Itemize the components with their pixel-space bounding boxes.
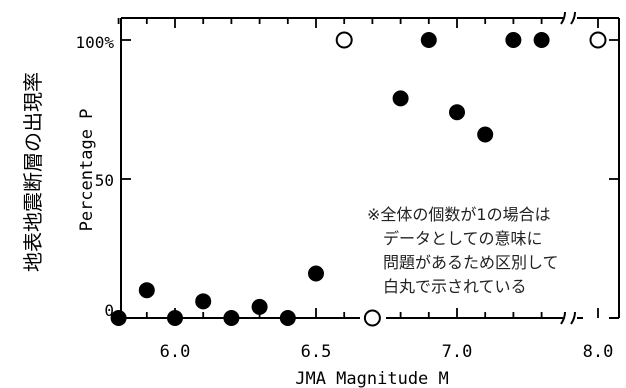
data-points — [110, 31, 607, 327]
filled-point-6 — [279, 310, 296, 326]
x-tick-label-7-0: 7.0 — [442, 342, 473, 362]
filled-point-13 — [533, 32, 550, 48]
axis-break-top — [560, 11, 576, 25]
y-tick-label-0: 0 — [104, 301, 114, 320]
x-tick-label-8-0: 8.0 — [583, 342, 614, 362]
open-point-2 — [589, 31, 607, 49]
x-tick-label-6-0: 6.0 — [160, 342, 191, 362]
y-axis-title: Percentage P — [77, 109, 97, 232]
filled-point-8 — [392, 90, 409, 107]
open-point-1 — [363, 309, 381, 327]
note-line-3: 問題があるため区別して — [383, 253, 559, 272]
open-point-0 — [335, 31, 353, 49]
annotation-note: ※全体の個数が1の場合は データとしての意味に 問題があるため区別して 白丸で示… — [367, 205, 559, 296]
x-tick-label-6-5: 6.5 — [301, 342, 332, 362]
filled-point-0 — [110, 310, 127, 326]
filled-point-11 — [477, 126, 494, 143]
y-axis-title-ja: 地表地震断層の出現率 — [21, 72, 45, 272]
note-line-2: データとしての意味に — [383, 229, 543, 248]
filled-point-2 — [167, 310, 183, 326]
y-tick-label-50: 50 — [95, 171, 114, 190]
filled-point-5 — [251, 298, 268, 315]
axis-break-bottom — [560, 311, 576, 325]
y-tick-label-100: 100% — [75, 33, 114, 52]
filled-point-4 — [223, 310, 240, 326]
filled-point-12 — [505, 32, 522, 48]
note-line-1: ※全体の個数が1の場合は — [367, 205, 551, 224]
note-line-4: 白丸で示されている — [383, 277, 527, 296]
filled-point-3 — [195, 293, 212, 310]
filled-point-7 — [308, 265, 324, 282]
filled-point-9 — [420, 32, 437, 48]
x-axis-title: JMA Magnitude M — [295, 369, 449, 388]
tick-marks — [117, 18, 619, 319]
filled-point-1 — [138, 282, 155, 299]
plot-frame — [120, 17, 620, 319]
filled-point-10 — [449, 104, 465, 121]
